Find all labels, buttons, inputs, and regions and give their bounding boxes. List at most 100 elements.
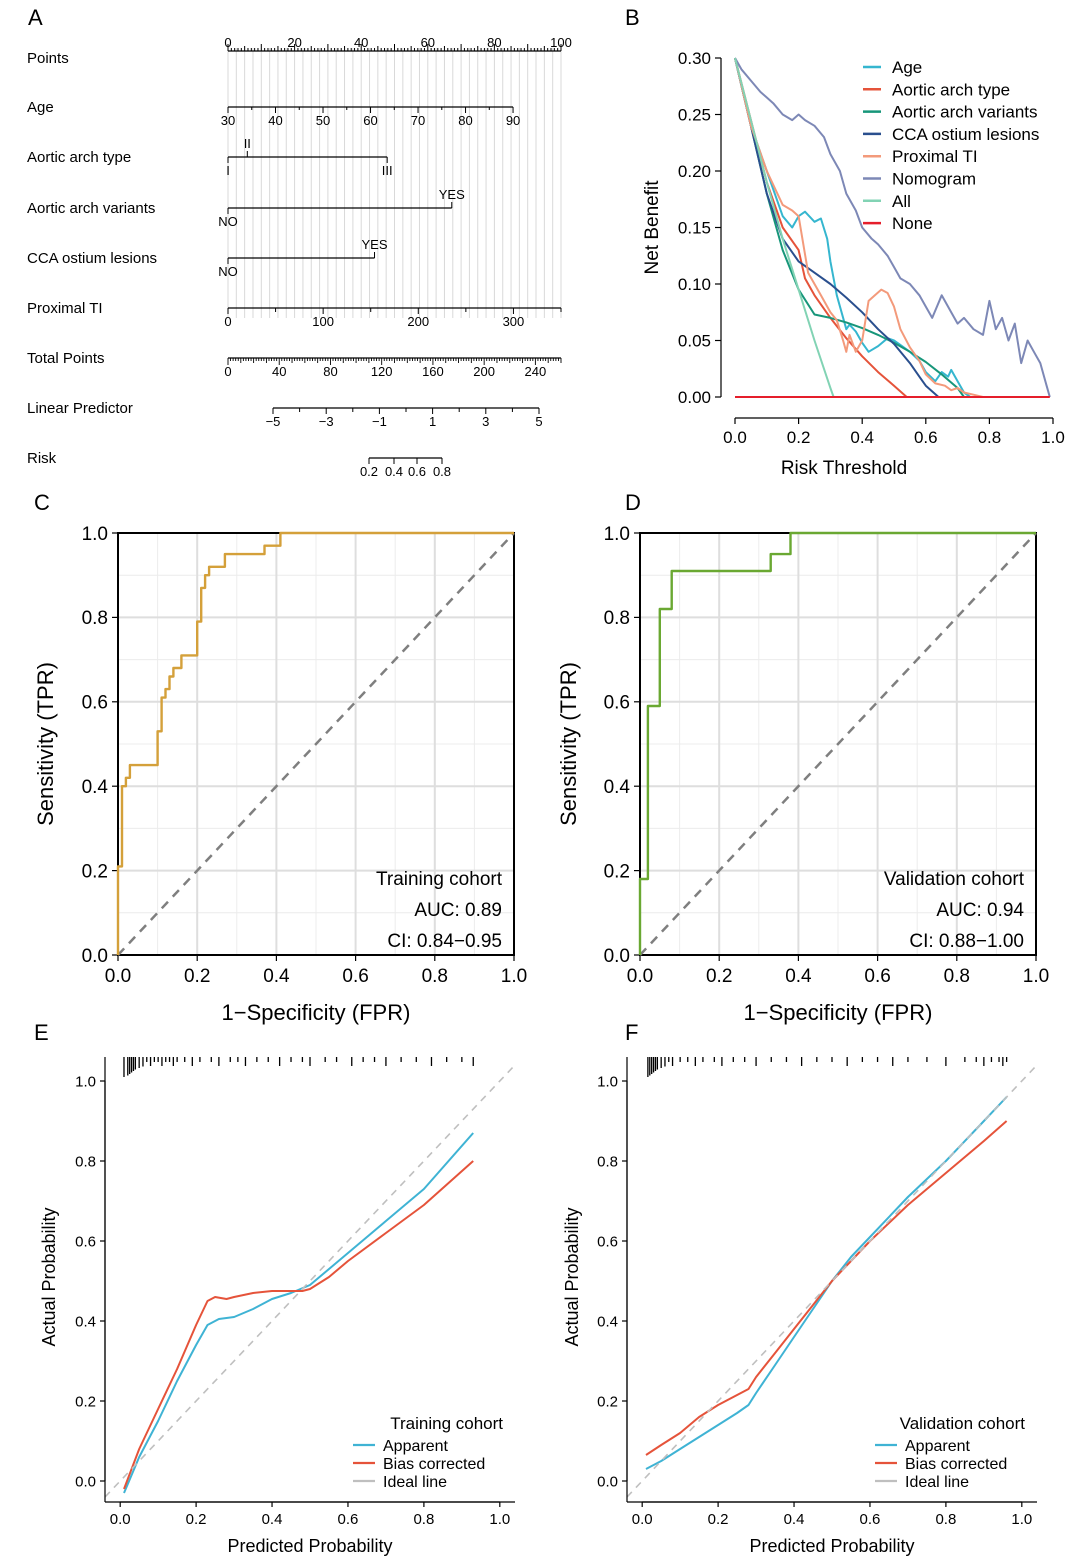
chart-panel-c: 0.0 0.2 0.4 0.6 0.8 1.0 0.0 0.2 0.4 0.6 0.8 1.0 1−Sp… bbox=[33, 524, 527, 1025]
legend-label-none: None bbox=[892, 214, 933, 233]
risk-tick-label: 0.2 bbox=[360, 464, 378, 479]
x-tick-label: 1.0 bbox=[1023, 966, 1049, 987]
x-tick-label: 0.8 bbox=[935, 1511, 956, 1528]
x-tick-label: 0.4 bbox=[263, 966, 290, 987]
x-tick-label: 0.6 bbox=[864, 966, 890, 987]
row-label-aortic-arch-variants: Aortic arch variants bbox=[27, 200, 155, 217]
linear-predictor-tick-label: 5 bbox=[535, 414, 542, 429]
age-tick-label: 80 bbox=[458, 113, 472, 128]
risk-tick-label: 0.8 bbox=[433, 464, 451, 479]
panel-label-e: E bbox=[34, 1020, 49, 1045]
y-tick-label: 0.6 bbox=[82, 693, 108, 714]
legend-label-nomogram: Nomogram bbox=[892, 170, 976, 189]
legend-label-bias-corrected: Bias corrected bbox=[905, 1456, 1007, 1473]
legend-title: Validation cohort bbox=[900, 1414, 1026, 1433]
annotation-text: AUC: 0.89 bbox=[414, 900, 502, 921]
linear-predictor-tick-label: −3 bbox=[319, 414, 334, 429]
y-tick-label: 0.15 bbox=[678, 219, 711, 238]
total-points-tick-label: 0 bbox=[224, 364, 231, 379]
x-tick-label: 0.4 bbox=[785, 966, 812, 987]
aortic-arch-type-level-label: I bbox=[226, 163, 230, 178]
nomogram-panel: Points Age Aortic arch type Aortic arch var… bbox=[27, 35, 572, 479]
total-points-tick-label: 120 bbox=[371, 364, 393, 379]
row-label-linear-predictor: Linear Predictor bbox=[27, 400, 133, 417]
aortic-arch-type-level-label: II bbox=[244, 136, 251, 151]
y-tick-label: 1.0 bbox=[75, 1073, 96, 1090]
cca-ostium-lesions-level-label: NO bbox=[218, 264, 238, 279]
y-tick-label: 0.20 bbox=[678, 162, 711, 181]
legend-label-apparent: Apparent bbox=[905, 1438, 970, 1455]
series-line-aortic-arch-variants bbox=[734, 57, 965, 398]
x-tick-label: 0.4 bbox=[850, 428, 874, 447]
x-tick-label: 0.4 bbox=[262, 1511, 283, 1528]
y-tick-label: 1.0 bbox=[597, 1073, 618, 1090]
y-tick-label: 0.4 bbox=[75, 1313, 96, 1330]
panel-label-f: F bbox=[625, 1020, 638, 1045]
series-line-bias-corrected bbox=[645, 1120, 1008, 1456]
y-tick-label: 0.6 bbox=[597, 1233, 618, 1250]
x-tick-label: 0.0 bbox=[723, 428, 747, 447]
linear-predictor-tick-label: −1 bbox=[372, 414, 387, 429]
y-axis-title: Actual Probability bbox=[39, 1207, 59, 1346]
aortic-arch-variants-level-label: YES bbox=[439, 187, 465, 202]
x-tick-label: 0.8 bbox=[978, 428, 1002, 447]
x-tick-label: 0.0 bbox=[627, 966, 653, 987]
y-tick-label: 0.30 bbox=[678, 49, 711, 68]
y-tick-label: 0.10 bbox=[678, 275, 711, 294]
series-line-roc-curve-0 bbox=[638, 531, 1036, 955]
legend-label-aortic-arch-variants: Aortic arch variants bbox=[892, 103, 1038, 122]
panel-label-d: D bbox=[625, 490, 641, 515]
age-tick-label: 50 bbox=[316, 113, 330, 128]
series-line-proximal-ti bbox=[734, 57, 984, 398]
proximal-ti-tick-label: 0 bbox=[224, 314, 231, 329]
y-axis-title: Net Benefit bbox=[642, 180, 663, 275]
reference-diagonal bbox=[639, 532, 1037, 956]
x-axis-title: Risk Threshold bbox=[781, 458, 907, 479]
x-tick-label: 0.0 bbox=[632, 1511, 653, 1528]
age-tick-label: 30 bbox=[221, 113, 235, 128]
x-tick-label: 0.2 bbox=[787, 428, 811, 447]
annotation-text: CI: 0.88−1.00 bbox=[909, 931, 1024, 952]
x-axis-title: Predicted Probability bbox=[749, 1536, 914, 1556]
x-tick-label: 1.0 bbox=[1011, 1511, 1032, 1528]
row-label-points: Points bbox=[27, 50, 69, 67]
linear-predictor-tick-label: 3 bbox=[482, 414, 489, 429]
y-tick-label: 0.2 bbox=[597, 1393, 618, 1410]
x-tick-label: 1.0 bbox=[501, 966, 527, 987]
panel-label-b: B bbox=[625, 5, 640, 30]
panel-label-c: C bbox=[34, 490, 50, 515]
proximal-ti-tick-label: 100 bbox=[312, 314, 334, 329]
x-tick-label: 0.8 bbox=[422, 966, 448, 987]
y-tick-label: 0.0 bbox=[82, 946, 108, 967]
series-line-apparent bbox=[645, 1096, 1008, 1470]
series-line-cca-ostium-lesions bbox=[734, 57, 940, 398]
y-tick-label: 0.2 bbox=[75, 1393, 96, 1410]
y-tick-label: 0.4 bbox=[604, 777, 631, 798]
x-tick-label: 0.8 bbox=[413, 1511, 434, 1528]
total-points-tick-label: 80 bbox=[323, 364, 337, 379]
points-tick-label: 0 bbox=[224, 35, 231, 50]
series-line-bias-corrected bbox=[123, 1160, 474, 1490]
x-axis-title: 1−Specificity (FPR) bbox=[222, 1000, 411, 1025]
risk-tick-label: 0.6 bbox=[408, 464, 426, 479]
total-points-tick-label: 240 bbox=[525, 364, 547, 379]
y-axis-title: Sensitivity (TPR) bbox=[556, 662, 581, 826]
y-tick-label: 0.25 bbox=[678, 106, 711, 125]
total-points-tick-label: 40 bbox=[272, 364, 286, 379]
legend-label-aortic-arch-type: Aortic arch type bbox=[892, 80, 1010, 99]
annotation-text: Validation cohort bbox=[884, 869, 1025, 890]
row-label-age: Age bbox=[27, 99, 54, 116]
annotation-text: AUC: 0.94 bbox=[936, 900, 1024, 921]
row-label-cca-ostium-lesions: CCA ostium lesions bbox=[27, 250, 157, 267]
legend-label-cca-ostium-lesions: CCA ostium lesions bbox=[892, 125, 1039, 144]
total-points-tick-label: 160 bbox=[422, 364, 444, 379]
y-tick-label: 0.8 bbox=[75, 1153, 96, 1170]
legend-label-proximal-ti: Proximal TI bbox=[892, 147, 978, 166]
x-tick-label: 0.4 bbox=[784, 1511, 805, 1528]
y-tick-label: 0.8 bbox=[597, 1153, 618, 1170]
x-tick-label: 0.2 bbox=[706, 966, 732, 987]
age-tick-label: 70 bbox=[411, 113, 425, 128]
series-line-roc-curve-0 bbox=[116, 531, 514, 955]
x-tick-label: 0.2 bbox=[186, 1511, 207, 1528]
points-tick-label: 80 bbox=[487, 35, 501, 50]
